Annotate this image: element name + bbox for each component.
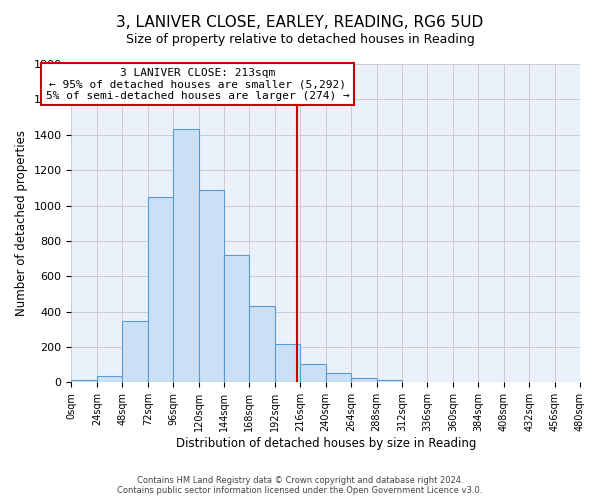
Bar [326,372,351,382]
Text: 3, LANIVER CLOSE, EARLEY, READING, RG6 5UD: 3, LANIVER CLOSE, EARLEY, READING, RG6 5… [116,15,484,30]
Bar [122,320,148,382]
X-axis label: Distribution of detached houses by size in Reading: Distribution of detached houses by size … [176,437,476,450]
Bar [300,364,326,382]
Bar [250,306,275,382]
Bar [199,190,224,382]
Bar [275,344,300,382]
Bar [377,380,402,382]
Bar [224,255,250,382]
Bar [173,130,199,382]
Y-axis label: Number of detached properties: Number of detached properties [15,130,28,316]
Bar [71,380,97,382]
Text: Size of property relative to detached houses in Reading: Size of property relative to detached ho… [125,32,475,46]
Text: Contains HM Land Registry data © Crown copyright and database right 2024.
Contai: Contains HM Land Registry data © Crown c… [118,476,482,495]
Text: 3 LANIVER CLOSE: 213sqm
← 95% of detached houses are smaller (5,292)
5% of semi-: 3 LANIVER CLOSE: 213sqm ← 95% of detache… [46,68,349,100]
Bar [97,376,122,382]
Bar [148,196,173,382]
Bar [351,378,377,382]
